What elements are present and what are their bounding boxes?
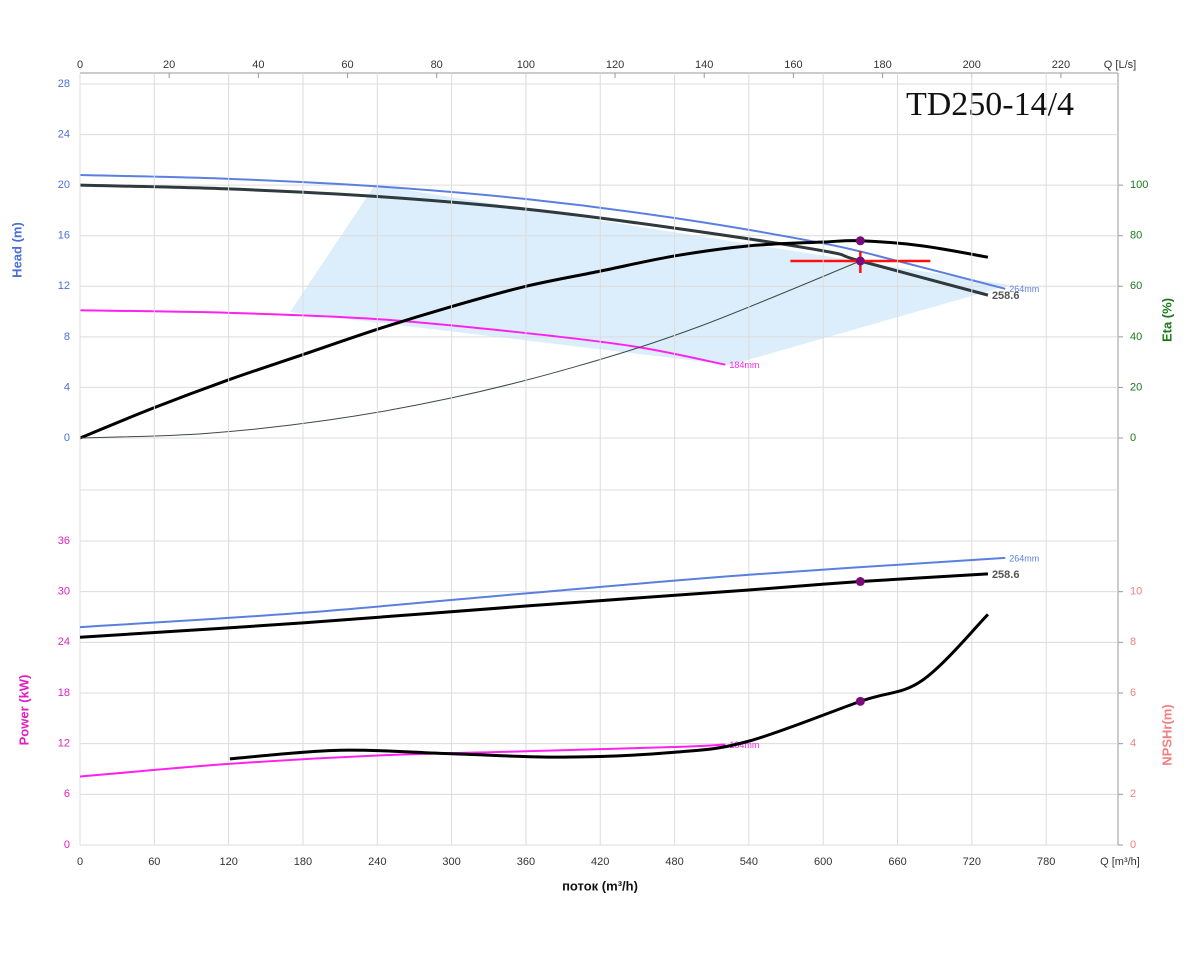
y-tick-label: 30 [58, 586, 70, 598]
y2-tick-label: 10 [1130, 586, 1142, 598]
duty-point [855, 256, 865, 266]
y-tick-label: 6 [64, 788, 70, 800]
y-tick-label: 20 [58, 179, 70, 191]
y2-tick-label: 0 [1130, 432, 1136, 444]
npshr-axis-title: NPSHr(m) [1159, 704, 1174, 765]
y2-tick-label: 20 [1130, 381, 1142, 393]
y-tick-label: 0 [64, 839, 70, 851]
x-tick-label: 60 [148, 856, 160, 868]
head-axis-title: Head (m) [9, 222, 24, 278]
series-line [79, 556, 1006, 629]
y-tick-label: 16 [58, 230, 70, 242]
y-tick-label: 36 [58, 535, 70, 547]
x-tick-label: 240 [368, 856, 386, 868]
eta-axis-title: Eta (%) [1159, 298, 1174, 342]
series-line [79, 174, 1006, 290]
series-label: 258.6 [992, 290, 1020, 302]
series-label: 264mm [1009, 284, 1039, 294]
y-tick-label: 12 [58, 738, 70, 750]
series-line [79, 309, 726, 366]
y-tick-label: 18 [58, 687, 70, 699]
x-tick-label: 120 [219, 856, 237, 868]
series-label: 258.6 [992, 569, 1020, 581]
x2-tick-label: 0 [77, 59, 83, 71]
x-tick-label: 480 [665, 856, 683, 868]
series-line [79, 183, 989, 297]
x-tick-label: 420 [591, 856, 609, 868]
x2-tick-label: 160 [784, 59, 802, 71]
y2-tick-label: 2 [1130, 788, 1136, 800]
x-tick-label: 540 [740, 856, 758, 868]
series-label: 184mm [729, 360, 759, 370]
x2-tick-label: 80 [431, 59, 443, 71]
series-label: 184mm [729, 740, 759, 750]
x-tick-label: 720 [963, 856, 981, 868]
duty-point [855, 236, 865, 246]
x-axis-title: поток (m³/h) [562, 878, 638, 893]
chart-title: TD250-14/4 [906, 86, 1074, 123]
y2-tick-label: 0 [1130, 839, 1136, 851]
operating-range [290, 185, 1010, 365]
y2-tick-label: 4 [1130, 738, 1136, 750]
x2-tick-label: 20 [163, 59, 175, 71]
x-tick-label: 780 [1037, 856, 1055, 868]
y-tick-label: 12 [58, 280, 70, 292]
x-tick-label: 660 [888, 856, 906, 868]
series-line [79, 239, 989, 440]
x-tick-label: 0 [77, 856, 83, 868]
series-line [79, 572, 989, 639]
x-tick-label: 600 [814, 856, 832, 868]
x2-tick-label: 120 [606, 59, 624, 71]
series-line [79, 743, 726, 778]
y2-tick-label: 80 [1130, 230, 1142, 242]
series-label: 264mm [1009, 553, 1039, 563]
x2-tick-label: 220 [1052, 59, 1070, 71]
y-tick-label: 24 [58, 636, 70, 648]
power-axis-title: Power (kW) [16, 675, 31, 746]
x2-tick-label: 60 [341, 59, 353, 71]
y-tick-label: 8 [64, 331, 70, 343]
y2-tick-label: 60 [1130, 280, 1142, 292]
y2-tick-label: 8 [1130, 636, 1136, 648]
duty-point [855, 696, 865, 706]
duty-point [855, 577, 865, 587]
x-tick-label: 300 [442, 856, 460, 868]
top-axis-title: Q [L/s] [1104, 59, 1136, 71]
y2-tick-label: 6 [1130, 687, 1136, 699]
x2-tick-label: 200 [963, 59, 981, 71]
y-tick-label: 24 [58, 128, 70, 140]
y2-tick-label: 100 [1130, 179, 1148, 191]
x-axis-unit: Q [m³/h] [1100, 856, 1140, 868]
x-tick-label: 180 [294, 856, 312, 868]
x2-tick-label: 100 [517, 59, 535, 71]
x-tick-label: 360 [517, 856, 535, 868]
y-tick-label: 28 [58, 78, 70, 90]
y-tick-label: 0 [64, 432, 70, 444]
series-line [229, 613, 990, 761]
x2-tick-label: 140 [695, 59, 713, 71]
x2-tick-label: 180 [873, 59, 891, 71]
y-tick-label: 4 [64, 381, 70, 393]
y2-tick-label: 40 [1130, 331, 1142, 343]
x2-tick-label: 40 [252, 59, 264, 71]
